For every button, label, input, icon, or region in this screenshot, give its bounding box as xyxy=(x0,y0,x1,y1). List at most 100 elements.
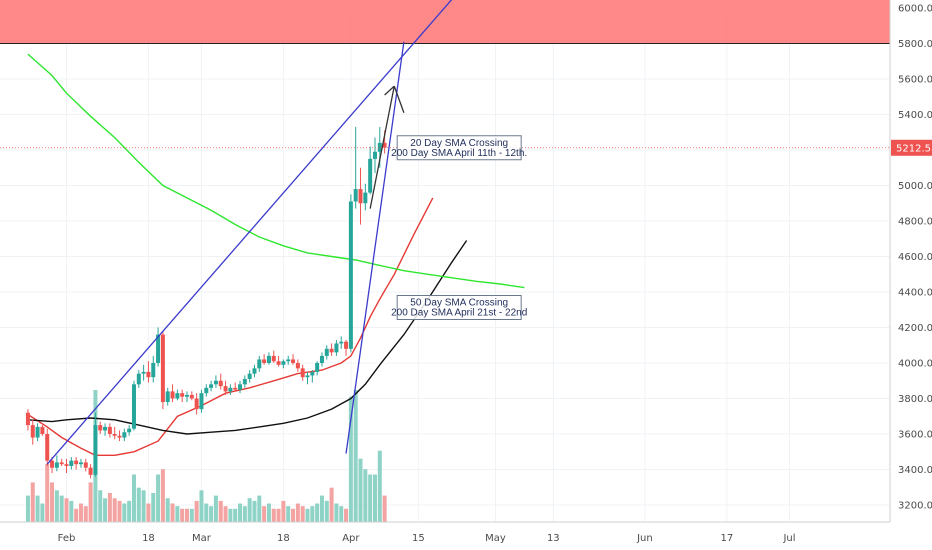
candle-body xyxy=(358,189,363,204)
volume-bar xyxy=(305,508,310,522)
candle-body xyxy=(315,363,320,372)
candle xyxy=(25,409,30,431)
candle-body xyxy=(213,380,218,385)
annotation-border xyxy=(396,295,522,320)
candle xyxy=(358,167,363,225)
candle xyxy=(334,339,339,356)
volume-bar xyxy=(185,508,189,522)
candle xyxy=(324,345,329,360)
candle xyxy=(59,458,64,466)
volume-bar xyxy=(122,503,127,522)
candle xyxy=(300,364,305,381)
candle xyxy=(353,126,358,209)
volume-bar xyxy=(242,506,247,522)
candle xyxy=(213,375,218,388)
volume-bar xyxy=(315,503,320,522)
candle-body xyxy=(127,428,132,433)
current-price-tag-label: 5212.53 xyxy=(896,143,932,154)
candle xyxy=(103,423,108,436)
candle xyxy=(93,412,98,477)
candle xyxy=(170,384,175,403)
candle-body xyxy=(25,412,30,426)
candle-body xyxy=(35,426,40,438)
volume-bar xyxy=(194,500,199,522)
candle xyxy=(98,421,103,434)
candle xyxy=(319,352,324,367)
candle xyxy=(228,384,233,395)
volume-bar xyxy=(319,495,324,522)
candle-body xyxy=(372,151,377,159)
candle xyxy=(286,355,291,365)
candle xyxy=(315,361,320,376)
volume-bar xyxy=(295,503,300,522)
candle-body xyxy=(59,462,64,465)
candle-body xyxy=(170,391,175,399)
moving-average-line xyxy=(27,197,434,456)
candle xyxy=(247,370,252,383)
volume-bar xyxy=(213,495,218,522)
volume-bar xyxy=(83,506,88,522)
candle xyxy=(339,336,344,349)
candle-body xyxy=(30,425,35,438)
candle xyxy=(88,464,93,479)
candle xyxy=(151,355,156,383)
volume-bar xyxy=(103,498,108,522)
candle xyxy=(160,331,165,410)
candle xyxy=(242,375,247,388)
candle xyxy=(266,352,271,365)
volume-bar xyxy=(329,487,334,522)
price-tick-label: 4800.00 xyxy=(898,217,932,228)
candle xyxy=(310,370,315,383)
candle-body xyxy=(141,371,146,374)
candle xyxy=(238,380,243,394)
volume-bar xyxy=(353,390,358,522)
volume-bar xyxy=(64,498,69,522)
candle-body xyxy=(223,386,228,392)
candle-body xyxy=(189,394,194,399)
candle-body xyxy=(368,158,373,193)
volume-bar xyxy=(45,463,50,522)
candle-body xyxy=(291,359,296,363)
price-tick-label: 5400.00 xyxy=(898,110,932,121)
volume-bar xyxy=(35,495,40,522)
candles xyxy=(25,126,387,479)
candle xyxy=(146,361,151,383)
trendline xyxy=(369,85,395,209)
candle xyxy=(363,183,368,211)
volume-bar xyxy=(339,506,344,522)
candle-body xyxy=(112,434,117,436)
candle-body xyxy=(382,142,387,148)
price-axis-panel xyxy=(890,0,932,550)
current-price-tag-bg xyxy=(891,139,932,156)
candle xyxy=(295,359,300,372)
candle xyxy=(185,391,189,403)
volume-bar xyxy=(156,474,161,522)
chart-grid xyxy=(0,0,890,522)
candle xyxy=(117,430,122,442)
candle xyxy=(131,380,136,431)
volume-bar xyxy=(112,498,117,522)
candle-body xyxy=(93,425,98,475)
candle-body xyxy=(40,426,45,434)
candle xyxy=(329,343,334,356)
volume-bar xyxy=(165,498,170,522)
candle xyxy=(276,355,281,367)
volume-bar xyxy=(199,490,204,522)
candle-body xyxy=(107,426,112,434)
price-tick-label: 5800.00 xyxy=(898,39,932,50)
volume-bar xyxy=(160,469,165,522)
moving-average-line xyxy=(27,53,525,289)
volume-bar xyxy=(291,508,296,522)
candle-body xyxy=(74,460,79,465)
candle xyxy=(218,373,223,390)
candle-body xyxy=(344,341,349,349)
candle xyxy=(127,425,132,436)
volume-bar xyxy=(228,508,233,522)
volume-bar xyxy=(117,500,122,522)
candle-body xyxy=(319,355,324,363)
candle-body xyxy=(247,373,252,379)
candle-body xyxy=(271,355,276,362)
